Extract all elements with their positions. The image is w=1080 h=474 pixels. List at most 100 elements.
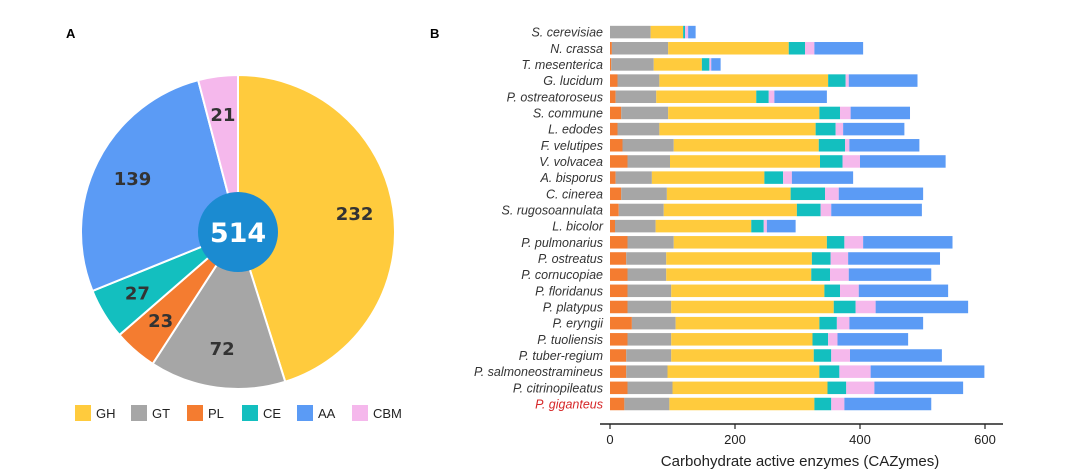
bar-n-crassa-cbm: [805, 42, 815, 55]
bar-p-floridanus-aa: [858, 284, 949, 298]
bar-c-cinerea-gt: [621, 187, 667, 201]
bar-f-velutipes-aa: [849, 139, 920, 152]
bar-l-bicolor-gt: [615, 219, 656, 233]
bar-p-tuber-regium-gt: [626, 349, 672, 362]
bar-s-commune-pl: [610, 106, 622, 120]
bar-t-mesenterica-pl: [610, 58, 612, 71]
bar-p-citrinopileatus-gh: [672, 381, 828, 395]
bar-t-mesenterica-gh: [653, 58, 702, 71]
bar-s-cerevisiae-aa: [688, 25, 696, 39]
bar-s-commune-gt: [621, 106, 669, 120]
bar-f-velutipes-cbm: [845, 139, 850, 152]
bar-l-bicolor-aa: [766, 219, 796, 233]
bar-p-cornucopiae-pl: [610, 268, 628, 281]
bar-p-citrinopileatus-ce: [827, 381, 847, 395]
bar-p-ostreatus-gh: [666, 252, 812, 265]
bar-s-commune-aa: [850, 106, 911, 120]
bar-p-tuber-regium-cbm: [831, 349, 850, 362]
bar-p-cornucopiae-cbm: [830, 268, 849, 281]
bar-p-ostreatoroseus-gt: [615, 90, 657, 104]
bar-s-commune-ce: [819, 106, 841, 120]
pie-label-gh: 232: [336, 204, 374, 225]
bar-p-tuoliensis-gt: [627, 333, 672, 346]
bar-p-ostreatus-aa: [848, 252, 941, 265]
bar-p-floridanus-gh: [671, 284, 825, 298]
bar-p-pulmonarius-cbm: [844, 236, 864, 249]
bar-s-cerevisiae-ce: [683, 25, 686, 39]
bar-p-giganteus-aa: [844, 397, 932, 411]
bar-s-cerevisiae-gh: [650, 25, 684, 39]
bar-s-rugosoannulata-ce: [796, 203, 821, 217]
bar-p-giganteus-gh: [669, 397, 815, 411]
bar-p-citrinopileatus-cbm: [846, 381, 875, 395]
bar-p-tuoliensis-aa: [837, 333, 909, 346]
species-label-p-tuoliensis: P. tuoliensis: [537, 333, 603, 347]
species-label-n-crassa: N. crassa: [550, 42, 603, 56]
bar-s-commune-gh: [668, 106, 820, 120]
bar-v-volvacea-aa: [860, 155, 946, 168]
bar-p-citrinopileatus-pl: [610, 381, 628, 395]
x-tick-label-400: 400: [849, 432, 871, 447]
bar-c-cinerea-cbm: [825, 187, 839, 201]
bar-p-pulmonarius-ce: [826, 236, 845, 249]
bar-c-cinerea-pl: [610, 187, 622, 201]
bar-f-velutipes-gh: [673, 139, 819, 152]
legend-swatch-pl: [187, 405, 203, 421]
pie-center-total: 514: [210, 218, 266, 249]
bar-g-lucidum-cbm: [845, 74, 849, 87]
pie-label-cbm: 21: [210, 105, 235, 126]
bar-t-mesenterica-ce: [701, 58, 710, 71]
species-label-p-ostreatoroseus: P. ostreatoroseus: [507, 90, 603, 104]
bar-a-bisporus-gt: [615, 171, 652, 184]
bar-p-eryngii-aa: [849, 316, 924, 330]
bar-s-commune-cbm: [840, 106, 851, 120]
bar-p-tuber-regium-ce: [813, 349, 832, 362]
pie-label-pl: 23: [148, 311, 173, 332]
bar-t-mesenterica-gt: [611, 58, 654, 71]
legend-label-pl: PL: [208, 406, 224, 421]
bar-p-pulmonarius-gt: [627, 236, 674, 249]
bar-l-edodes-aa: [843, 122, 905, 136]
bar-p-giganteus-pl: [610, 397, 625, 411]
bar-l-edodes-gh: [659, 122, 816, 136]
bar-p-eryngii-cbm: [836, 316, 850, 330]
bar-p-eryngii-gt: [631, 316, 676, 330]
bar-p-platypus-ce: [833, 300, 856, 314]
legend-swatch-gt: [131, 405, 147, 421]
bar-s-rugosoannulata-gt: [618, 203, 664, 217]
bar-p-platypus-pl: [610, 300, 628, 314]
bar-n-crassa-gt: [611, 42, 669, 55]
species-label-l-bicolor: L. bicolor: [552, 220, 604, 234]
bar-p-ostreatus-gt: [626, 252, 667, 265]
species-label-s-commune: S. commune: [533, 106, 603, 120]
bar-l-edodes-ce: [815, 122, 836, 136]
legend-swatch-aa: [297, 405, 313, 421]
bar-v-volvacea-ce: [820, 155, 843, 168]
bar-t-mesenterica-cbm: [709, 58, 712, 71]
bar-p-giganteus-gt: [624, 397, 670, 411]
bar-p-cornucopiae-aa: [848, 268, 932, 281]
bar-p-salmoneostramineus-aa: [870, 365, 985, 378]
species-label-f-velutipes: F. velutipes: [541, 139, 603, 153]
bar-g-lucidum-ce: [828, 74, 846, 87]
bar-l-bicolor-ce: [751, 219, 764, 233]
bar-s-rugosoannulata-cbm: [820, 203, 832, 217]
bar-p-platypus-cbm: [855, 300, 876, 314]
bar-l-edodes-pl: [610, 122, 618, 136]
species-label-g-lucidum: G. lucidum: [543, 74, 603, 88]
bar-c-cinerea-ce: [790, 187, 826, 201]
legend-swatch-cbm: [352, 405, 368, 421]
bar-p-citrinopileatus-gt: [627, 381, 673, 395]
panel-a-label: A: [66, 26, 76, 41]
bar-p-citrinopileatus-aa: [874, 381, 964, 395]
bar-v-volvacea-pl: [610, 155, 628, 168]
bar-l-edodes-cbm: [835, 122, 844, 136]
bar-n-crassa-aa: [814, 42, 864, 55]
pie-label-gt: 72: [210, 339, 235, 360]
bar-p-tuoliensis-cbm: [828, 333, 838, 346]
species-label-c-cinerea: C. cinerea: [546, 187, 603, 201]
bar-n-crassa-gh: [668, 42, 789, 55]
legend-label-cbm: CBM: [373, 406, 402, 421]
bar-p-cornucopiae-gt: [627, 268, 667, 281]
bar-p-platypus-aa: [875, 300, 969, 314]
